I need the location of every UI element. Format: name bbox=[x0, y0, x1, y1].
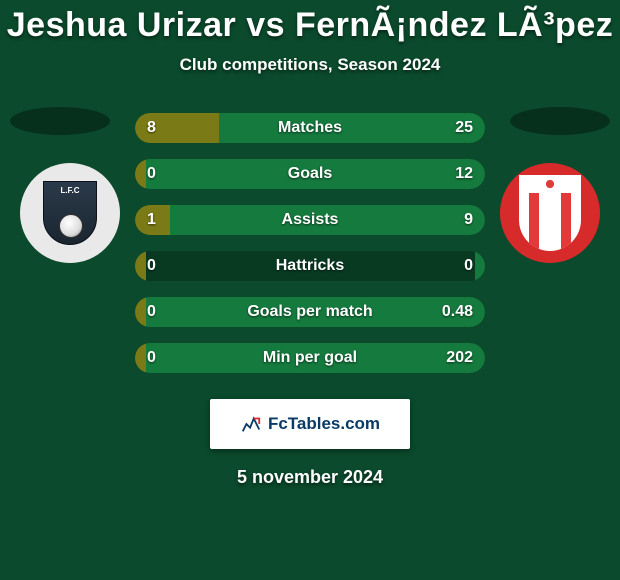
stat-value-left: 1 bbox=[147, 205, 156, 235]
stat-value-right: 0 bbox=[464, 251, 473, 281]
stat-value-left: 0 bbox=[147, 159, 156, 189]
ribbon-icon bbox=[519, 177, 581, 193]
stat-value-left: 8 bbox=[147, 113, 156, 143]
bar-fill-right bbox=[146, 297, 486, 327]
page-title: Jeshua Urizar vs FernÃ¡ndez LÃ³pez bbox=[0, 0, 620, 45]
stat-row: 0Goals12 bbox=[135, 159, 485, 189]
page-subtitle: Club competitions, Season 2024 bbox=[0, 55, 620, 75]
stat-value-left: 0 bbox=[147, 251, 156, 281]
stat-row: 0Min per goal202 bbox=[135, 343, 485, 373]
team-badge-right bbox=[500, 163, 600, 263]
bar-fill-left bbox=[135, 343, 146, 373]
stat-value-left: 0 bbox=[147, 343, 156, 373]
bar-fill-right bbox=[146, 343, 486, 373]
footer-date: 5 november 2024 bbox=[0, 467, 620, 488]
stat-value-right: 12 bbox=[455, 159, 473, 189]
stat-value-right: 0.48 bbox=[442, 297, 473, 327]
bar-fill-left bbox=[135, 297, 146, 327]
stat-row: 0Goals per match0.48 bbox=[135, 297, 485, 327]
stat-row: 1Assists9 bbox=[135, 205, 485, 235]
site-badge: FcTables.com bbox=[210, 399, 410, 449]
badge-shadow-left bbox=[10, 107, 110, 135]
stat-value-right: 202 bbox=[446, 343, 473, 373]
bar-fill-right bbox=[170, 205, 485, 235]
stat-value-right: 9 bbox=[464, 205, 473, 235]
stat-value-right: 25 bbox=[455, 113, 473, 143]
fctables-logo-icon bbox=[240, 413, 262, 435]
bar-fill-left bbox=[135, 251, 146, 281]
shield-icon bbox=[43, 181, 97, 245]
soccer-ball-icon bbox=[59, 214, 83, 238]
comparison-panel: 8Matches25 0Goals12 1Assists9 0Hattricks0 0G… bbox=[0, 107, 620, 387]
stat-value-left: 0 bbox=[147, 297, 156, 327]
site-name: FcTables.com bbox=[268, 414, 380, 434]
bar-fill-right bbox=[219, 113, 485, 143]
badge-shadow-right bbox=[510, 107, 610, 135]
bar-fill-left bbox=[135, 159, 146, 189]
stat-row: 8Matches25 bbox=[135, 113, 485, 143]
shield-icon bbox=[519, 175, 581, 251]
team-badge-left bbox=[20, 163, 120, 263]
bar-fill-right bbox=[475, 251, 486, 281]
bar-fill-right bbox=[146, 159, 486, 189]
stat-bars: 8Matches25 0Goals12 1Assists9 0Hattricks0 0G… bbox=[135, 113, 485, 389]
stat-row: 0Hattricks0 bbox=[135, 251, 485, 281]
bar-background bbox=[135, 251, 485, 281]
